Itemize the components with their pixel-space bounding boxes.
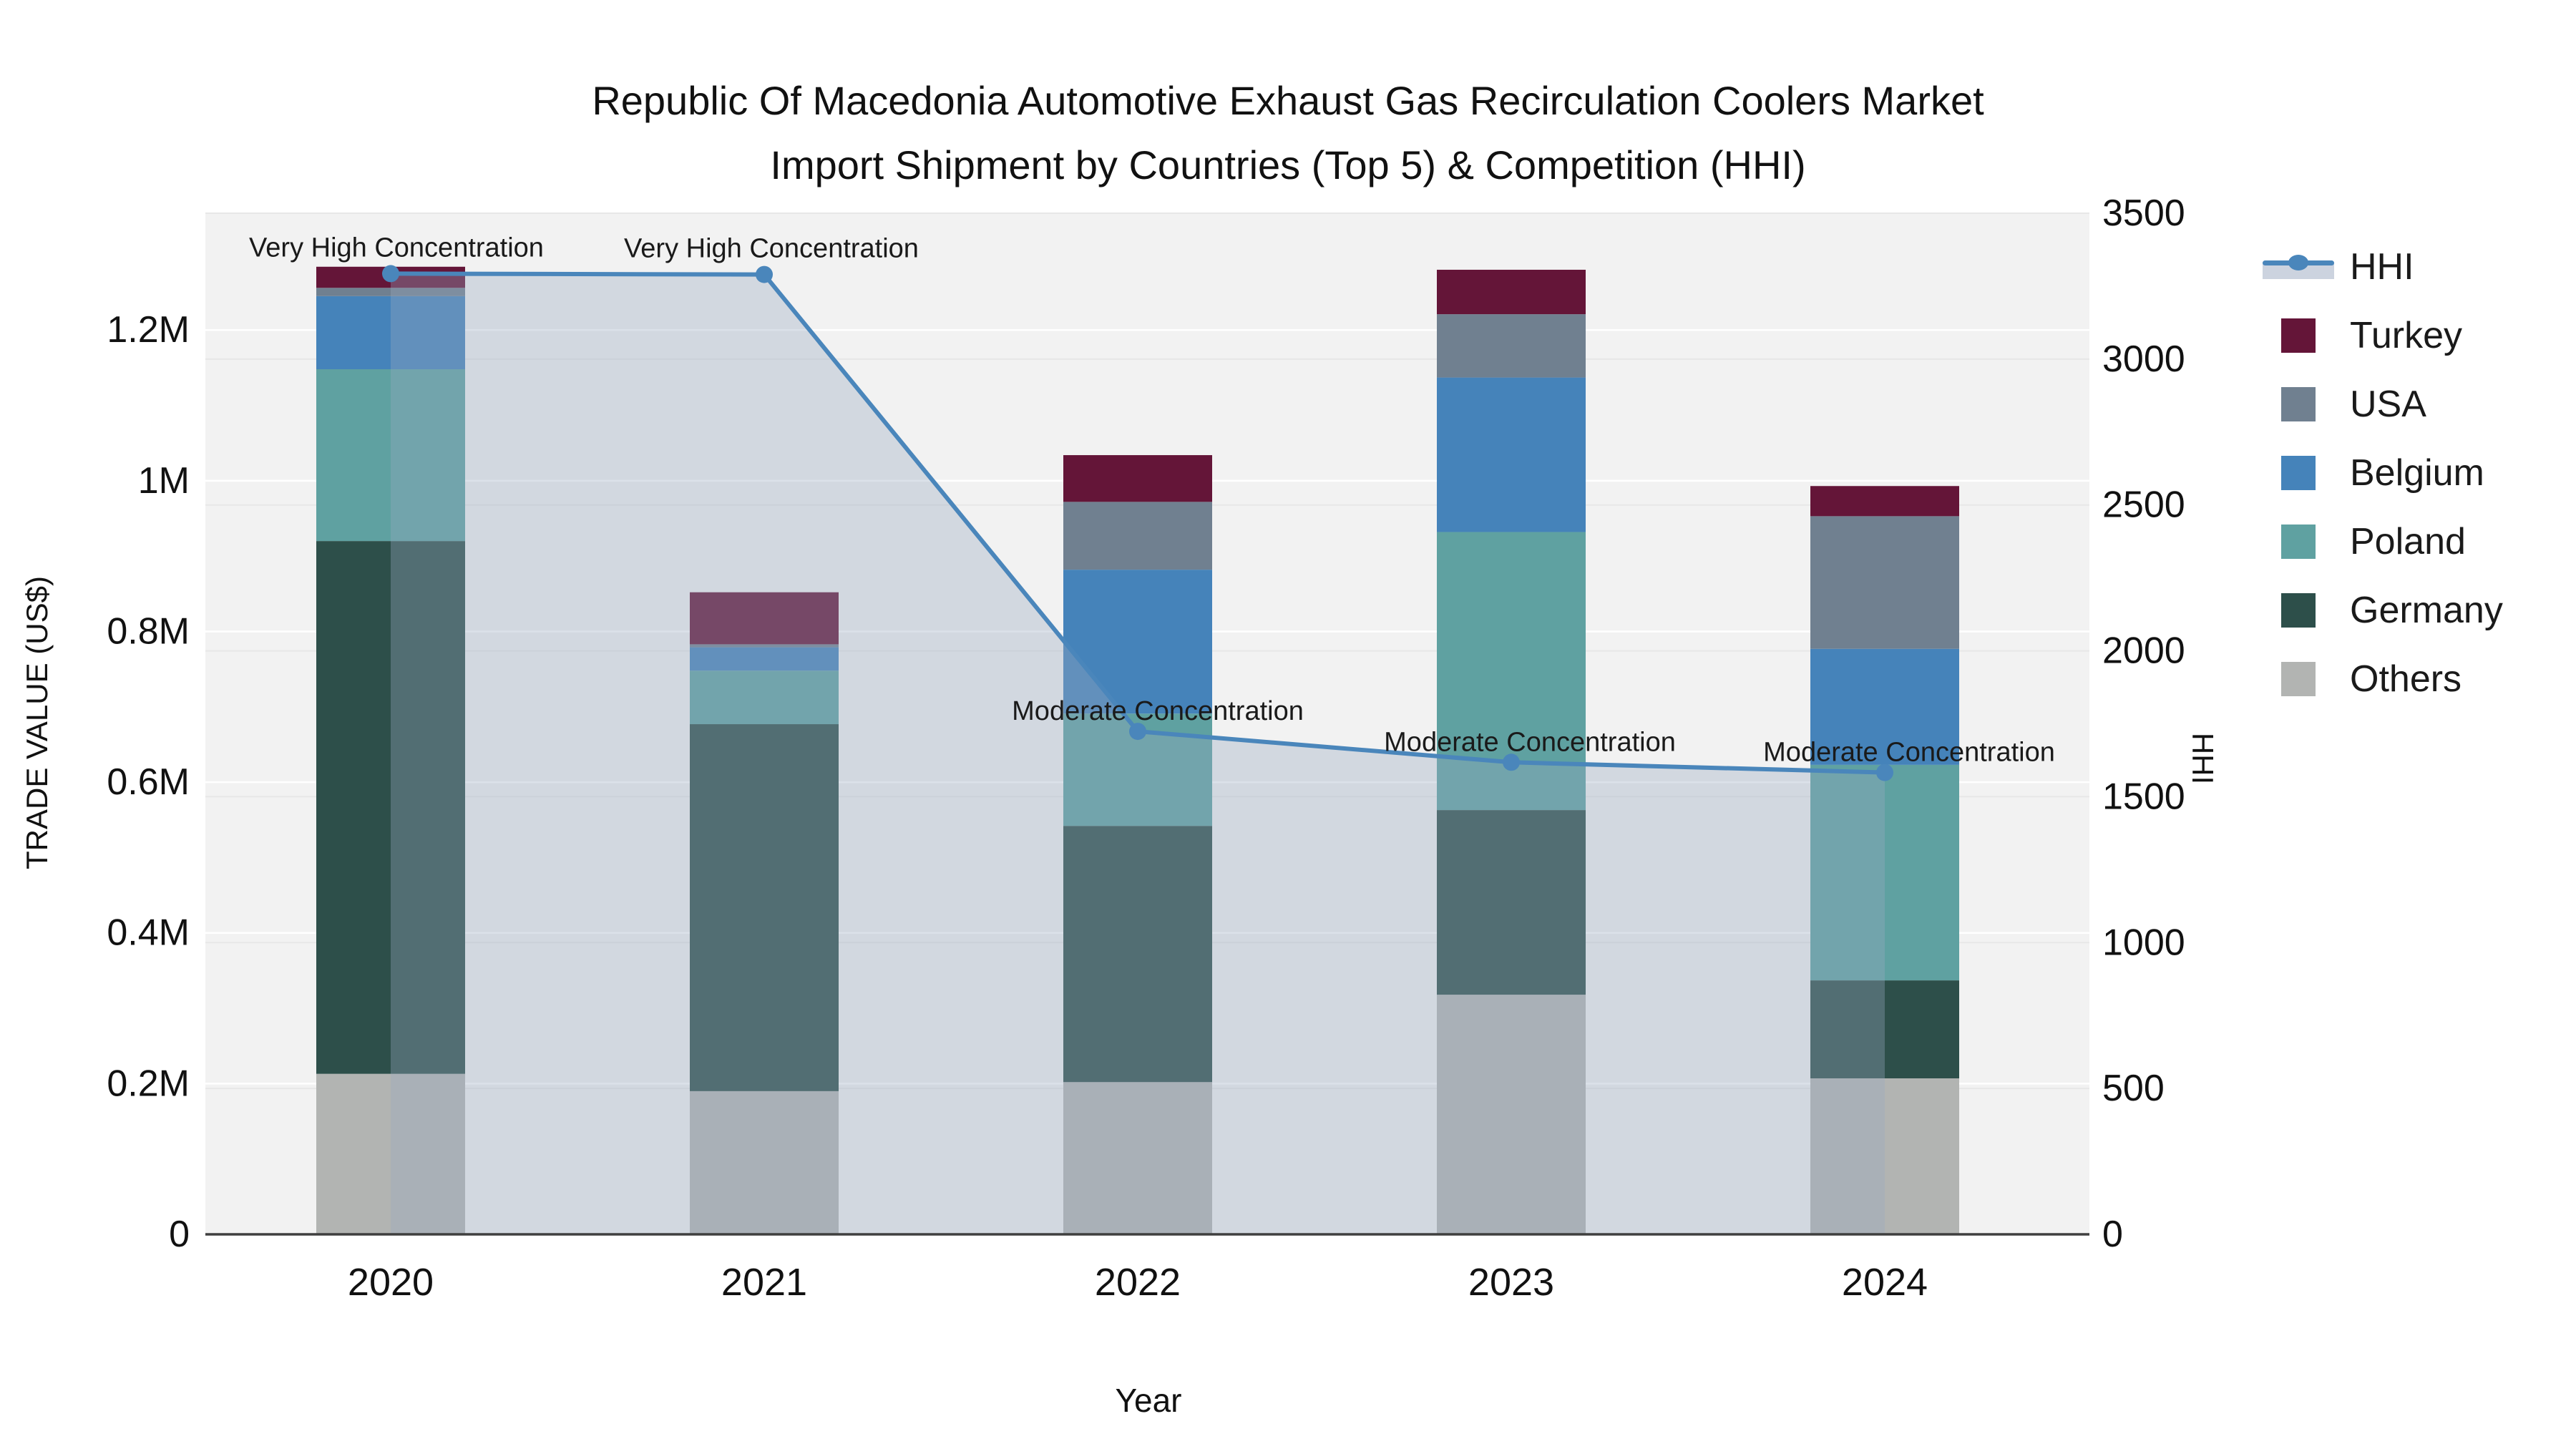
legend-label-poland: Poland xyxy=(2350,521,2466,562)
legend-swatch-icon-turkey xyxy=(2281,318,2316,353)
x-axis-title: Year xyxy=(1115,1382,1182,1419)
stacked-bars xyxy=(316,266,1959,1234)
bar-segment-2020-poland[interactable] xyxy=(316,369,465,542)
x-axis-ticks: 2020 2021 2022 2023 2024 xyxy=(348,1261,1928,1304)
right-tick-1000: 1000 xyxy=(2102,922,2185,963)
bar-segment-2022-usa[interactable] xyxy=(1063,502,1212,570)
legend-swatch-icon-usa xyxy=(2281,387,2316,421)
x-tick-2024: 2024 xyxy=(1842,1261,1928,1304)
legend-label-belgium: Belgium xyxy=(2350,452,2484,494)
bar-segment-2022-germany[interactable] xyxy=(1063,826,1212,1083)
bar-segment-2021-belgium[interactable] xyxy=(690,647,839,671)
left-tick-0.4M: 0.4M xyxy=(107,912,190,954)
bar-2022 xyxy=(1063,455,1212,1234)
left-tick-1.2M: 1.2M xyxy=(107,309,190,351)
left-tick-1M: 1M xyxy=(138,460,190,502)
legend-swatch-icon-germany xyxy=(2281,593,2316,628)
bar-segment-2021-germany[interactable] xyxy=(690,724,839,1091)
right-tick-3000: 3000 xyxy=(2102,338,2185,380)
bar-segment-2024-poland[interactable] xyxy=(1810,764,1959,981)
bar-segment-2024-germany[interactable] xyxy=(1810,980,1959,1079)
right-tick-1500: 1500 xyxy=(2102,776,2185,817)
bar-segment-2023-germany[interactable] xyxy=(1437,810,1586,995)
x-tick-2023: 2023 xyxy=(1468,1261,1554,1304)
right-axis-title: HHI xyxy=(2186,732,2220,785)
bar-segment-2023-others[interactable] xyxy=(1437,995,1586,1234)
x-tick-2022: 2022 xyxy=(1095,1261,1181,1304)
bar-segment-2023-usa[interactable] xyxy=(1437,314,1586,378)
chart-title-line1: Republic Of Macedonia Automotive Exhaust… xyxy=(592,78,1984,123)
hhi-marker-2022[interactable] xyxy=(1129,723,1146,741)
chart-title-line2: Import Shipment by Countries (Top 5) & C… xyxy=(770,142,1806,187)
legend: HHI Turkey USA Belgium Poland Germany Others xyxy=(2261,233,2503,713)
hhi-marker-2020[interactable] xyxy=(382,265,399,283)
right-axis-ticks: 0 500 1000 1500 2000 2500 3000 3500 xyxy=(2102,192,2185,1255)
chart-title: Republic Of Macedonia Automotive Exhaust… xyxy=(592,69,1984,197)
legend-label-germany: Germany xyxy=(2350,590,2503,631)
left-tick-0.2M: 0.2M xyxy=(107,1063,190,1104)
bar-segment-2021-others[interactable] xyxy=(690,1091,839,1234)
legend-item-usa[interactable]: USA xyxy=(2261,370,2503,439)
legend-item-turkey[interactable]: Turkey xyxy=(2261,301,2503,370)
legend-label-hhi: HHI xyxy=(2350,246,2414,288)
bar-segment-2022-belgium[interactable] xyxy=(1063,570,1212,714)
left-axis-ticks: 0 0.2M 0.4M 0.6M 0.8M 1M 1.2M xyxy=(107,309,190,1255)
legend-label-turkey: Turkey xyxy=(2350,315,2462,356)
right-tick-2500: 2500 xyxy=(2102,484,2185,526)
right-tick-3500: 3500 xyxy=(2102,192,2185,234)
legend-item-hhi[interactable]: HHI xyxy=(2261,233,2503,301)
x-tick-2020: 2020 xyxy=(348,1261,434,1304)
annotation-2022: Moderate Concentration xyxy=(1012,696,1304,726)
bar-segment-2024-usa[interactable] xyxy=(1810,516,1959,649)
bar-segment-2020-usa[interactable] xyxy=(316,288,465,296)
bar-segment-2023-belgium[interactable] xyxy=(1437,377,1586,532)
bar-segment-2020-belgium[interactable] xyxy=(316,296,465,369)
bar-segment-2021-poland[interactable] xyxy=(690,670,839,725)
bar-segment-2020-others[interactable] xyxy=(316,1073,465,1234)
left-tick-0.6M: 0.6M xyxy=(107,761,190,803)
annotation-2021: Very High Concentration xyxy=(624,234,919,264)
legend-item-belgium[interactable]: Belgium xyxy=(2261,439,2503,507)
hhi-marker-2023[interactable] xyxy=(1503,753,1520,771)
bar-segment-2020-germany[interactable] xyxy=(316,541,465,1074)
right-tick-500: 500 xyxy=(2102,1068,2165,1109)
bar-2024 xyxy=(1810,486,1959,1234)
bar-segment-2024-belgium[interactable] xyxy=(1810,648,1959,765)
legend-label-usa: USA xyxy=(2350,384,2426,425)
annotation-2024: Moderate Concentration xyxy=(1763,738,2055,768)
left-axis-title: TRADE VALUE (US$) xyxy=(20,576,54,869)
bar-segment-2021-turkey[interactable] xyxy=(690,592,839,645)
legend-item-others[interactable]: Others xyxy=(2261,645,2503,713)
bar-segment-2023-turkey[interactable] xyxy=(1437,269,1586,315)
legend-swatch-icon-others xyxy=(2281,662,2316,696)
legend-swatch-icon-poland xyxy=(2281,525,2316,559)
hhi-line-swatch-icon xyxy=(2263,255,2334,279)
annotation-2023: Moderate Concentration xyxy=(1384,727,1676,757)
left-tick-0: 0 xyxy=(169,1214,190,1255)
right-tick-0: 0 xyxy=(2102,1214,2123,1255)
legend-item-poland[interactable]: Poland xyxy=(2261,507,2503,576)
bar-segment-2022-turkey[interactable] xyxy=(1063,455,1212,502)
bar-segment-2024-turkey[interactable] xyxy=(1810,486,1959,517)
annotation-2020: Very High Concentration xyxy=(249,233,544,263)
left-tick-0.8M: 0.8M xyxy=(107,610,190,652)
hhi-marker-2024[interactable] xyxy=(1876,763,1893,781)
bar-segment-2021-usa[interactable] xyxy=(690,644,839,648)
legend-label-others: Others xyxy=(2350,658,2462,700)
x-tick-2021: 2021 xyxy=(721,1261,807,1304)
right-tick-2000: 2000 xyxy=(2102,630,2185,672)
legend-swatch-icon-belgium xyxy=(2281,456,2316,490)
bar-segment-2022-others[interactable] xyxy=(1063,1082,1212,1234)
hhi-area-fill xyxy=(391,273,1885,1234)
bar-2020 xyxy=(316,266,465,1234)
hhi-marker-2021[interactable] xyxy=(756,265,773,283)
bar-2021 xyxy=(690,592,839,1234)
bar-segment-2024-others[interactable] xyxy=(1810,1078,1959,1234)
legend-item-germany[interactable]: Germany xyxy=(2261,576,2503,645)
